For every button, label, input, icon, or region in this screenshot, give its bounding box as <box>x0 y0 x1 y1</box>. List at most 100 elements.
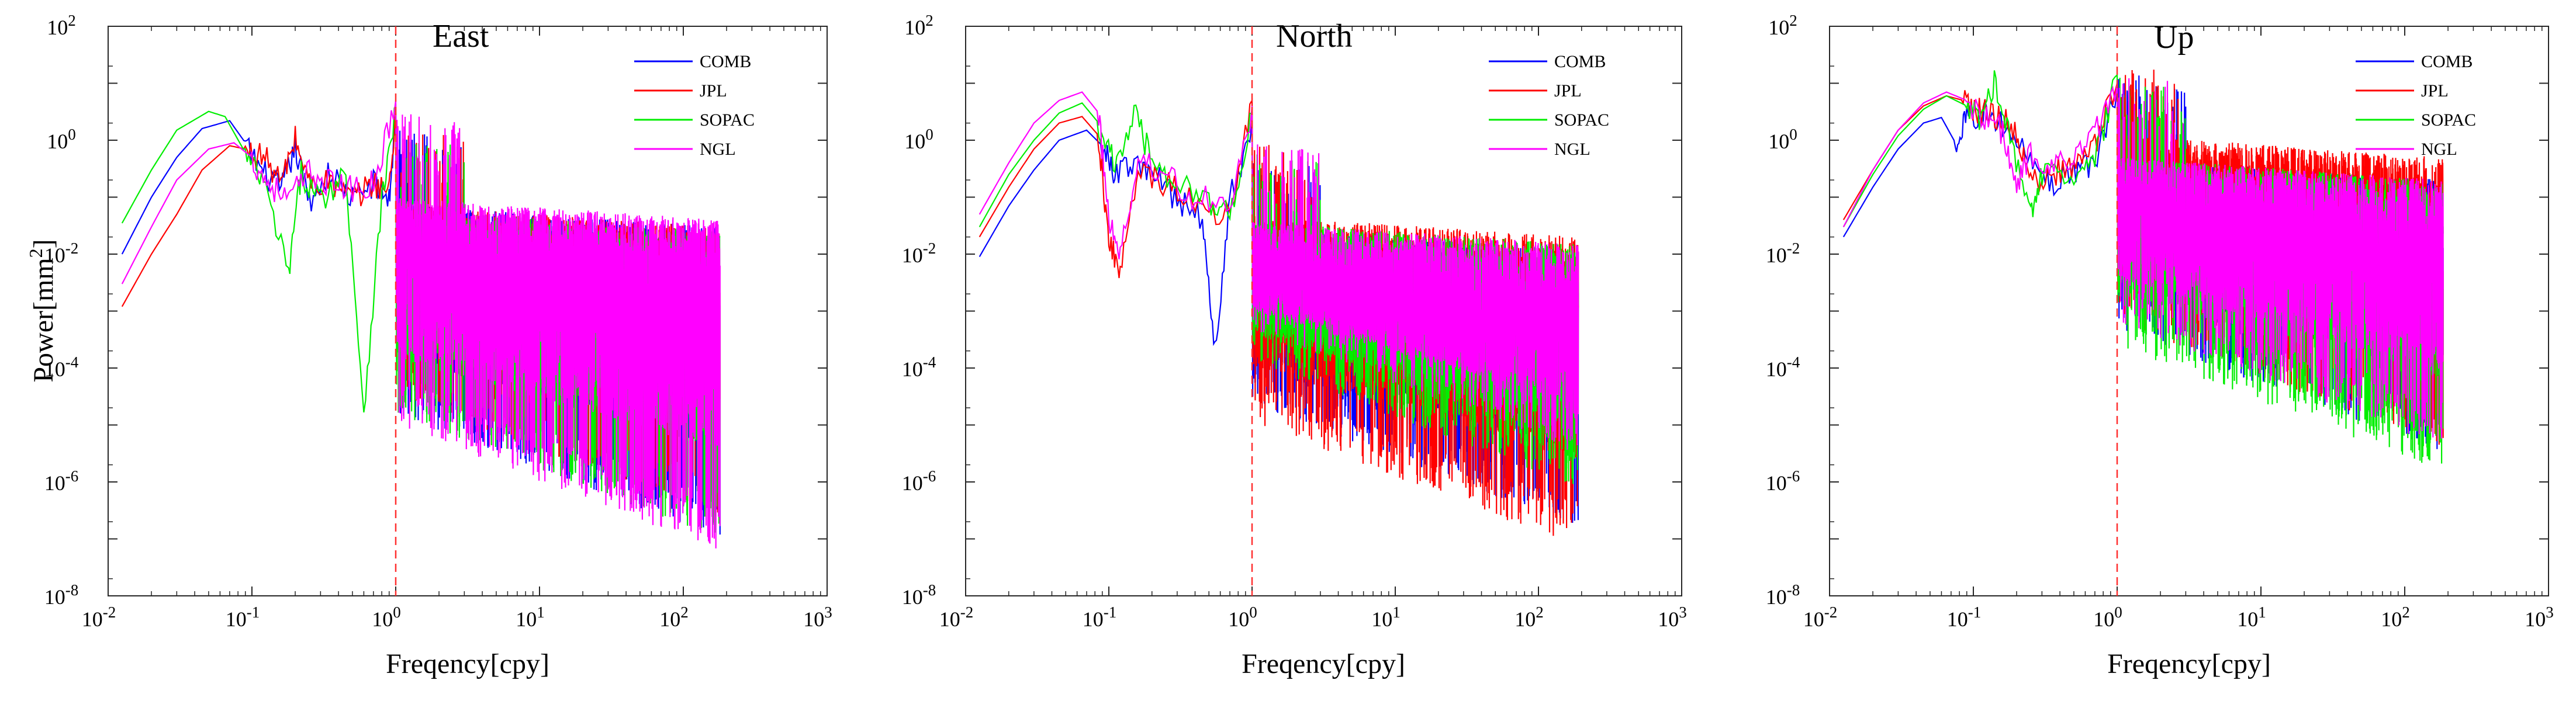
x-tick-label-exponent: -1 <box>1968 603 1982 621</box>
x-tick-label-exponent: 3 <box>2546 603 2554 621</box>
x-tick-label-exponent: 3 <box>1679 603 1687 621</box>
y-tick-label-exponent: -6 <box>923 467 936 485</box>
legend: COMB JPL SOPAC NGL <box>634 52 755 159</box>
x-tick-label-exponent: 0 <box>1249 603 1257 621</box>
x-tick-label-base: 10 <box>2093 608 2114 631</box>
plot-area: 10-2 10-1 100 101 102 10310-810-610-410-21001… <box>44 12 832 631</box>
y-tick-label-exponent: -6 <box>65 467 79 485</box>
panel-north: 10-2 10-1 100 101 102 10310-810-610-410-21001… <box>902 12 1687 631</box>
x-tick-label-exponent: 2 <box>680 603 689 621</box>
y-tick-label-base: 10 <box>902 585 923 609</box>
y-tick-label-exponent: 2 <box>1789 12 1797 29</box>
x-tick-label: 10-1 <box>1083 603 1117 631</box>
x-tick-label-base: 10 <box>2525 608 2546 631</box>
legend-label-sopac: SOPAC <box>700 110 755 130</box>
y-tick-label: 10-8 <box>44 581 79 609</box>
y-tick-label: 100 <box>904 126 933 153</box>
legend: COMB JPL SOPAC NGL <box>2356 52 2476 159</box>
x-tick-label: 100 <box>372 603 401 631</box>
y-tick-label-exponent: -2 <box>923 240 936 257</box>
x-tick-label: 10-2 <box>1803 603 1838 631</box>
y-tick-label: 100 <box>1768 126 1797 153</box>
x-tick-label-base: 10 <box>1083 608 1104 631</box>
x-tick-label-exponent: 2 <box>2402 603 2410 621</box>
x-tick-label-exponent: 3 <box>824 603 832 621</box>
y-tick-label-exponent: -8 <box>1787 581 1800 599</box>
plot-area: 10-2 10-1 100 101 102 10310-810-610-410-21001… <box>902 12 1687 631</box>
y-tick-label-exponent: -4 <box>1787 353 1800 371</box>
x-tick-label-exponent: 1 <box>1392 603 1401 621</box>
x-tick-label-base: 10 <box>803 608 824 631</box>
y-tick-label-base: 10 <box>44 471 65 495</box>
y-tick-label-exponent: 0 <box>68 126 76 143</box>
y-tick-label-exponent: 0 <box>925 126 933 143</box>
y-tick-label-exponent: 2 <box>68 12 76 29</box>
y-tick-label-base: 10 <box>1768 130 1789 153</box>
x-tick-label: 10-2 <box>939 603 974 631</box>
x-tick-label-exponent: 2 <box>1536 603 1544 621</box>
y-tick-label-base: 10 <box>44 585 65 609</box>
y-tick-label: 10-6 <box>902 467 936 495</box>
legend: COMB JPL SOPAC NGL <box>1489 52 1609 159</box>
series-line-ngl <box>978 91 1579 450</box>
x-tick-label-base: 10 <box>1803 608 1824 631</box>
y-tick-label-base: 10 <box>44 358 65 381</box>
x-tick-label-base: 10 <box>82 608 103 631</box>
x-tick-label-exponent: -2 <box>1824 603 1838 621</box>
x-tick-label-exponent: 0 <box>393 603 401 621</box>
y-tick-label-exponent: -2 <box>65 240 79 257</box>
y-tick-label-base: 10 <box>1766 244 1787 267</box>
legend-label-ngl: NGL <box>2421 140 2457 159</box>
x-axis-label-north: Freqency[cpy] <box>1242 648 1405 679</box>
y-tick-label-exponent: -4 <box>923 353 936 371</box>
y-tick-label-exponent: -8 <box>65 581 79 599</box>
legend-label-jpl: JPL <box>1554 81 1582 100</box>
y-tick-label-exponent: 2 <box>925 12 933 29</box>
x-tick-label: 102 <box>659 603 689 631</box>
y-tick-label-exponent: 0 <box>1789 126 1797 143</box>
y-tick-label: 10-2 <box>44 240 79 267</box>
y-tick-label-exponent: -6 <box>1787 467 1800 485</box>
chart-title: Up <box>2154 19 2194 55</box>
x-tick-label-base: 10 <box>659 608 680 631</box>
y-tick-label-base: 10 <box>47 130 68 153</box>
chart-title: East <box>433 18 489 54</box>
y-tick-label-exponent: -4 <box>65 353 79 371</box>
y-tick-label: 10-8 <box>902 581 936 609</box>
series-line-ngl <box>1842 78 2444 439</box>
y-tick-label-base: 10 <box>1766 585 1787 609</box>
y-tick-label-base: 10 <box>47 16 68 39</box>
legend-label-jpl: JPL <box>700 81 727 100</box>
x-tick-label-base: 10 <box>2381 608 2402 631</box>
x-tick-label: 10-1 <box>226 603 260 631</box>
legend-label-ngl: NGL <box>1554 140 1590 159</box>
x-axis-label-up: Freqency[cpy] <box>2107 648 2271 679</box>
y-tick-label: 102 <box>904 12 933 39</box>
y-axis-label-end: ] <box>28 239 59 248</box>
y-tick-label-exponent: -8 <box>923 581 936 599</box>
x-tick-label-base: 10 <box>1658 608 1679 631</box>
x-tick-label: 102 <box>2381 603 2410 631</box>
plot-area: 10-2 10-1 100 101 102 10310-810-610-410-21001… <box>1766 12 2554 631</box>
x-tick-label-base: 10 <box>1371 608 1392 631</box>
legend-label-sopac: SOPAC <box>1554 110 1609 130</box>
x-tick-label: 101 <box>1371 603 1401 631</box>
y-tick-label-base: 10 <box>902 244 923 267</box>
y-tick-label: 10-6 <box>1766 467 1800 495</box>
x-tick-label-exponent: 1 <box>537 603 545 621</box>
x-tick-label: 103 <box>2525 603 2554 631</box>
y-tick-label: 10-4 <box>44 353 79 381</box>
y-tick-label-base: 10 <box>902 358 923 381</box>
x-tick-label: 103 <box>1658 603 1687 631</box>
x-tick-label: 10-1 <box>1947 603 1982 631</box>
y-tick-label: 102 <box>1768 12 1797 39</box>
legend-label-comb: COMB <box>2421 52 2473 71</box>
chart-title: North <box>1276 18 1353 54</box>
panel-up: 10-2 10-1 100 101 102 10310-810-610-410-21001… <box>1766 12 2554 631</box>
x-tick-label-base: 10 <box>1947 608 1968 631</box>
x-tick-label-base: 10 <box>1228 608 1249 631</box>
y-tick-label-base: 10 <box>1768 16 1789 39</box>
y-tick-label: 10-2 <box>1766 240 1800 267</box>
x-tick-label-exponent: -1 <box>1104 603 1117 621</box>
